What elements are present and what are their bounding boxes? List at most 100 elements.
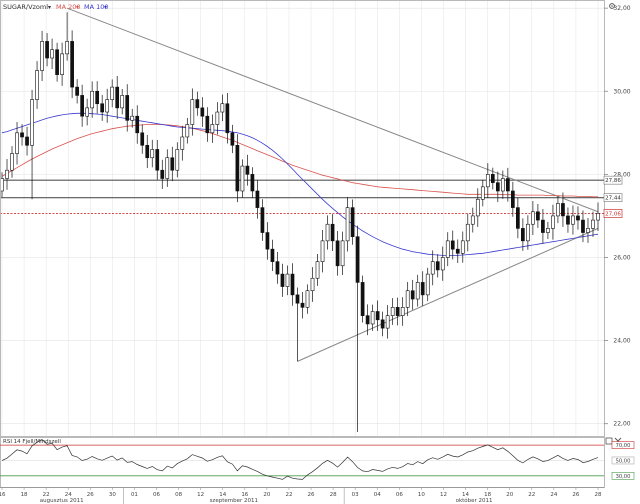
ma100-series-line [1, 112, 599, 256]
candle [25, 126, 29, 156]
candle-body [350, 207, 355, 237]
candle-body [220, 103, 225, 113]
candle [485, 163, 490, 199]
candle-body [591, 219, 595, 229]
candle-body [320, 240, 325, 262]
candle [295, 287, 300, 362]
legend-symbol-arrow: ▾ [48, 4, 51, 11]
candle-body [450, 240, 455, 250]
candle-body [470, 215, 475, 225]
candle [10, 146, 14, 178]
candle [300, 291, 305, 319]
candle-body [305, 290, 310, 308]
candle [210, 114, 215, 143]
legend-ma100: MA 100 [84, 3, 109, 11]
y-tick-label: 28,00 [613, 171, 630, 178]
candle-body [400, 307, 405, 316]
candle-body [490, 174, 495, 183]
rsi-tick-box [611, 441, 635, 449]
month-label: október 2011 [456, 497, 493, 504]
candle-body [395, 307, 400, 316]
candle [150, 139, 155, 168]
candle [45, 33, 49, 67]
candle [571, 205, 575, 235]
candle [335, 231, 340, 276]
candle [340, 231, 345, 275]
candle-body [110, 86, 115, 100]
x-tick-label: 22 [528, 492, 535, 498]
candle-body [325, 223, 330, 242]
candle-body [571, 215, 575, 225]
x-tick-label: 26 [308, 492, 315, 498]
candle [250, 167, 255, 199]
price-level-label: 27,86 [605, 178, 621, 184]
candle-body [385, 315, 390, 329]
candle [310, 267, 315, 302]
candle [415, 274, 420, 307]
candle-body [465, 223, 470, 242]
price-level-labels: 27,86 27,44 27,06 [603, 175, 623, 218]
x-tick-label: 12 [440, 492, 447, 498]
candle-body [340, 240, 345, 267]
candle-body [90, 90, 95, 109]
candle-body [480, 186, 485, 200]
candle [190, 88, 195, 136]
candle-body [365, 315, 370, 325]
candle [531, 201, 535, 235]
candle [35, 61, 39, 109]
candle [455, 239, 460, 263]
chart-legend: SUGAR/Vzoml ▾ MA 200 ▾ MA 100 ▾ [3, 3, 109, 11]
candle [405, 281, 410, 317]
candle [90, 81, 95, 118]
candle-body [130, 115, 135, 121]
ma200-series-line [1, 124, 598, 198]
x-tick-label: 20 [263, 492, 270, 498]
rsi-settings-icon[interactable] [605, 437, 613, 445]
candle [65, 12, 69, 61]
x-tick-label: 08 [175, 492, 182, 498]
x-tick-label: 26 [87, 492, 94, 498]
candle [255, 180, 260, 219]
candle [215, 102, 220, 135]
candle-body [205, 115, 210, 134]
candle-body [215, 111, 220, 125]
candle-body [541, 219, 545, 233]
candle-body [511, 190, 515, 208]
candle [450, 230, 455, 260]
candle [95, 81, 100, 114]
candle [290, 263, 295, 306]
candle [420, 271, 425, 307]
candle [180, 125, 185, 161]
candle [345, 197, 350, 252]
y-tick-label: 26,00 [613, 254, 630, 261]
candle-body [75, 86, 79, 96]
candle [330, 214, 335, 251]
candle-body [190, 99, 195, 125]
candle [541, 208, 545, 244]
candle [130, 108, 135, 128]
candle-body [586, 228, 590, 233]
candle-body [255, 190, 260, 208]
candle-body [420, 282, 425, 296]
candle [350, 199, 355, 245]
candle-body [315, 261, 320, 279]
candle-body [581, 219, 585, 233]
settings-gear-icon[interactable] [609, 3, 615, 9]
x-tick-label: 16 [0, 492, 6, 498]
candle [576, 206, 580, 230]
rsi-tick-box [611, 456, 635, 465]
candle-body [80, 95, 84, 117]
main-panel-frame [0, 0, 605, 437]
candle [40, 30, 44, 82]
candle-body [270, 248, 275, 262]
candle-body [85, 107, 89, 117]
candle-body [526, 223, 530, 242]
candle [60, 42, 64, 86]
candle-body [10, 153, 14, 171]
candle-body [445, 240, 450, 258]
candle-body [460, 240, 465, 254]
candle [586, 218, 590, 243]
candle-body [495, 182, 500, 192]
candle-body [280, 273, 285, 287]
candle [430, 250, 435, 286]
